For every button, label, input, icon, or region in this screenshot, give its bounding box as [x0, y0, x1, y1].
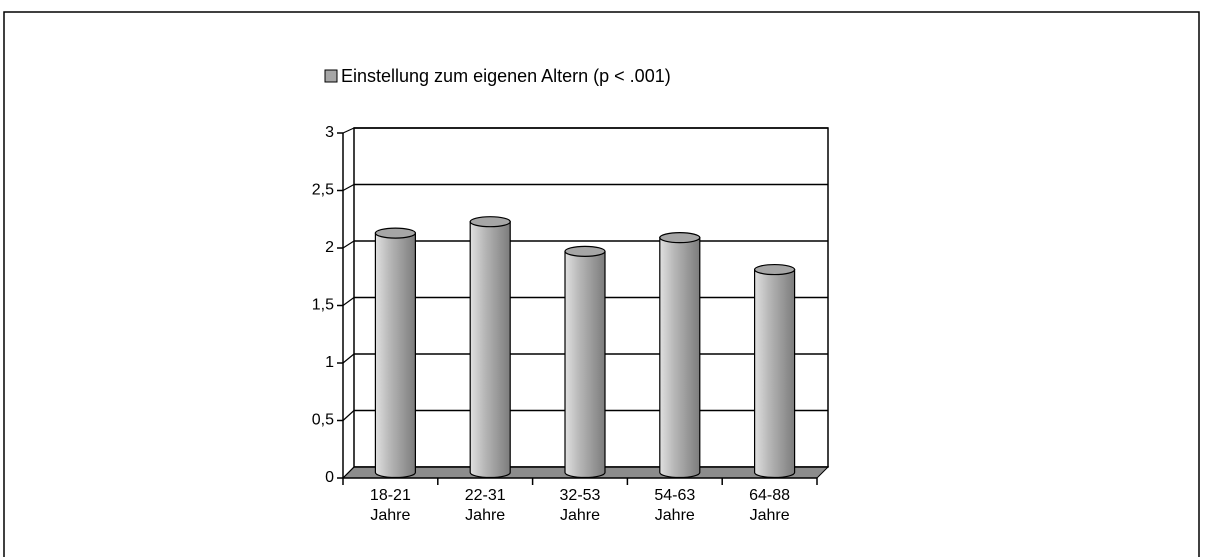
bar — [753, 263, 796, 479]
x-tick-label: 32-53 Jahre — [559, 487, 601, 524]
grid-diag — [342, 353, 355, 364]
y-tick-label: 0,5 — [312, 412, 334, 429]
grid-diag — [342, 240, 355, 249]
grid-diag — [342, 183, 355, 192]
legend-label: Einstellung zum eigenen Altern (p < .001… — [341, 66, 671, 86]
y-tick-label: 2,5 — [312, 182, 334, 199]
y-tick-label: 3 — [325, 124, 334, 141]
x-tick-label: 64-88 Jahre — [749, 487, 791, 524]
bar — [374, 227, 416, 479]
grid-diag — [342, 410, 355, 421]
x-tick-label: 22-31 Jahre — [464, 487, 506, 524]
y-tick-label: 2 — [325, 239, 334, 256]
legend-swatch — [324, 69, 338, 83]
x-tick-label: 54-63 Jahre — [654, 487, 696, 524]
y-tick-label: 1,5 — [312, 297, 334, 314]
grid-diag — [342, 466, 355, 479]
x-tick-label: 18-21 Jahre — [369, 487, 411, 524]
y-tick-label: 0 — [325, 469, 334, 486]
bar — [659, 232, 701, 479]
y-tick-label: 1 — [325, 354, 334, 371]
bar — [469, 216, 511, 479]
frame — [3, 11, 1200, 557]
grid-diag — [342, 127, 355, 134]
grid-diag — [342, 297, 355, 306]
bar — [564, 245, 606, 479]
